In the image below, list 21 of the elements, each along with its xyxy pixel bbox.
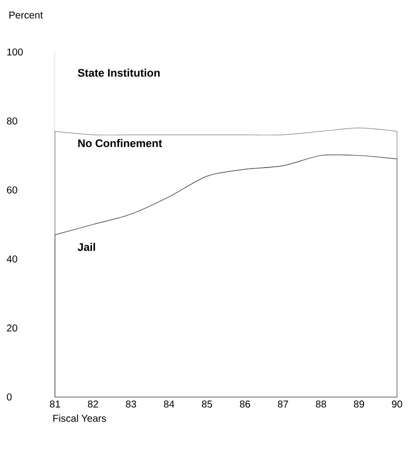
y-tick-label: 20 (7, 324, 18, 332)
y-tick-label: 80 (6, 117, 18, 125)
x-tick-label: 88 (316, 400, 326, 408)
x-tick-label: 84 (164, 400, 174, 408)
x-tick-label: 85 (202, 400, 212, 408)
series-label: State Institution (78, 68, 160, 77)
x-tick-label: 81 (50, 400, 60, 408)
y-tick-label: 40 (6, 255, 18, 263)
x-tick-label: 86 (240, 400, 250, 408)
series-label: Jail (78, 242, 96, 251)
y-tick-label: 100 (7, 48, 23, 56)
y-tick-label: 0 (6, 393, 12, 401)
x-axis-title: Fiscal Years (53, 414, 106, 422)
y-axis-title: Percent (9, 12, 43, 19)
x-tick-label: 87 (278, 400, 288, 408)
x-tick-label: 90 (392, 400, 402, 408)
x-tick-label: 82 (88, 400, 98, 408)
x-tick-label: 89 (354, 400, 364, 408)
x-tick-label: 83 (126, 400, 136, 408)
y-tick-label: 60 (7, 186, 18, 194)
series-label: No Confinement (78, 139, 162, 148)
